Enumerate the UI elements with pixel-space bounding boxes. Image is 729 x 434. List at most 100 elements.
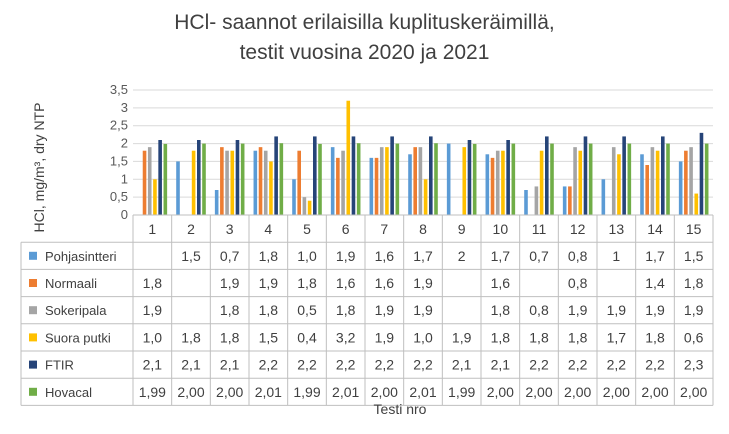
x-tick-label: 15 xyxy=(686,221,702,237)
bar-sokeripala xyxy=(495,150,500,215)
bar-pohjasintteri xyxy=(408,154,412,215)
data-label: 1,9 xyxy=(607,302,627,318)
data-label: 1,7 xyxy=(607,329,627,345)
bar-pohjasintteri xyxy=(485,154,490,215)
data-label: 1,8 xyxy=(220,329,240,345)
bar-pohjasintteri xyxy=(292,179,296,215)
bar-pohjasintteri xyxy=(524,190,528,215)
data-label: 2,00 xyxy=(216,384,243,400)
data-label: 1,8 xyxy=(259,248,279,264)
data-label: 2,1 xyxy=(143,357,163,373)
legend-label: Hovacal xyxy=(45,385,92,400)
data-label: 1,8 xyxy=(220,302,240,318)
data-label: 1,9 xyxy=(220,275,240,291)
data-label: 1,8 xyxy=(645,329,665,345)
bar-hovacal xyxy=(395,143,400,215)
bar-sokeripala xyxy=(302,197,307,215)
bar-normaali xyxy=(413,147,417,215)
bar-hovacal xyxy=(318,143,322,215)
data-label: 1,5 xyxy=(259,329,279,345)
y-tick-label: 0 xyxy=(121,207,128,222)
legend-label: FTIR xyxy=(45,358,74,373)
data-label: 1,5 xyxy=(684,248,704,264)
data-label: 1,6 xyxy=(375,248,395,264)
data-label: 1,6 xyxy=(375,275,395,291)
y-tick-label: 2 xyxy=(121,136,128,151)
bar-sokeripala xyxy=(225,150,229,215)
data-label: 2,3 xyxy=(684,357,704,373)
data-label: 1,9 xyxy=(413,275,433,291)
bar-normaali xyxy=(297,150,301,215)
data-label: 3,2 xyxy=(336,329,356,345)
bar-pohjasintteri xyxy=(214,190,219,215)
legend-key xyxy=(29,279,37,287)
x-tick-label: 10 xyxy=(493,221,509,237)
y-tick-label: 1 xyxy=(121,171,128,186)
data-label: 1,4 xyxy=(645,275,665,291)
data-label: 1,9 xyxy=(645,302,665,318)
data-label: 1 xyxy=(612,248,620,264)
data-label: 2,1 xyxy=(491,357,511,373)
data-label: 1,9 xyxy=(375,302,395,318)
data-label: 2,00 xyxy=(564,384,591,400)
x-tick-label: 8 xyxy=(419,221,427,237)
y-tick-label: 3 xyxy=(121,100,128,115)
data-label: 1,99 xyxy=(293,384,320,400)
bar-normaali xyxy=(336,157,340,215)
data-label: 1,9 xyxy=(259,275,279,291)
x-axis-label: Testi nro xyxy=(373,401,427,417)
x-tick-label: 4 xyxy=(264,221,272,237)
bar-pohjasintteri xyxy=(176,161,180,215)
bar-pohjasintteri xyxy=(678,161,683,215)
bar-hovacal xyxy=(511,143,516,215)
data-label: 2,1 xyxy=(452,357,472,373)
x-tick-label: 14 xyxy=(647,221,663,237)
bar-sokeripala xyxy=(689,147,693,215)
x-tick-label: 7 xyxy=(380,221,388,237)
bar-pohjasintteri xyxy=(562,186,567,215)
bar-sokeripala xyxy=(341,150,345,215)
bar-normaali xyxy=(490,157,495,215)
data-label: 2,2 xyxy=(375,357,395,373)
y-tick-label: 3,5 xyxy=(110,82,128,97)
bar-sokeripala xyxy=(534,186,539,215)
data-label: 1,6 xyxy=(336,275,356,291)
x-tick-label: 12 xyxy=(570,221,586,237)
data-label: 1,7 xyxy=(645,248,665,264)
bar-pohjasintteri xyxy=(640,154,644,215)
bar-suora-putki xyxy=(655,150,660,215)
y-tick-label: 1,5 xyxy=(110,153,128,168)
x-tick-label: 13 xyxy=(609,221,625,237)
legend-key xyxy=(29,306,37,315)
data-label: 0,8 xyxy=(568,248,588,264)
data-label: 0,8 xyxy=(568,275,588,291)
data-label: 2,00 xyxy=(525,384,552,400)
data-label: 2,2 xyxy=(529,357,549,373)
bar-normaali xyxy=(568,186,572,215)
x-tick-label: 2 xyxy=(187,221,195,237)
data-label: 1,8 xyxy=(181,329,201,345)
data-label: 2,00 xyxy=(680,384,707,400)
bar-sokeripala xyxy=(263,150,268,215)
bar-normaali xyxy=(684,150,688,215)
bar-suora-putki xyxy=(617,154,621,215)
bar-suora-putki xyxy=(153,179,157,215)
data-label: 1,6 xyxy=(491,275,511,291)
bar-pohjasintteri xyxy=(601,179,606,215)
bar-pohjasintteri xyxy=(330,147,335,215)
x-tick-label: 5 xyxy=(303,221,311,237)
data-label: 2,1 xyxy=(220,357,240,373)
bar-normaali xyxy=(220,147,224,215)
legend-label: Sokeripala xyxy=(45,303,107,318)
data-label: 1,8 xyxy=(568,329,588,345)
bar-normaali xyxy=(645,165,649,215)
x-tick-label: 9 xyxy=(458,221,466,237)
data-label: 2 xyxy=(458,248,466,264)
data-label: 1,8 xyxy=(143,275,163,291)
data-label: 1,8 xyxy=(336,302,356,318)
bar-pohjasintteri xyxy=(446,143,451,215)
data-label: 2,1 xyxy=(181,357,201,373)
y-axis-label: HCl, mg/m³, dry NTP xyxy=(31,103,47,233)
bar-ftir xyxy=(429,136,433,215)
